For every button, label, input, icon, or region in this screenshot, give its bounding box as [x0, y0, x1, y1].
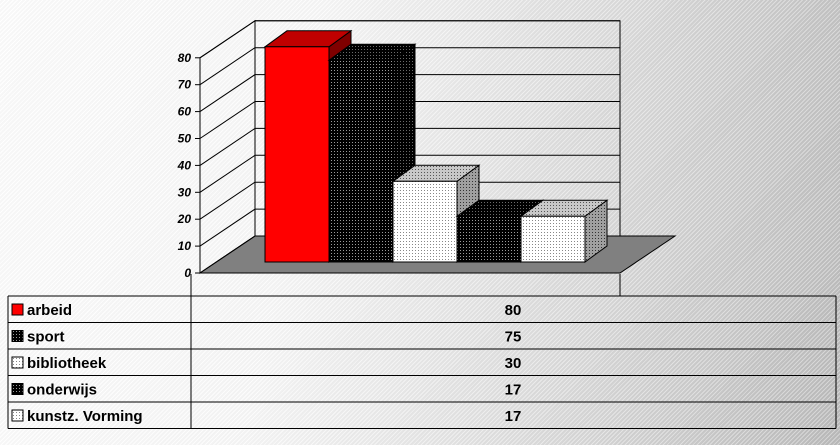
gridline-side — [199, 127, 256, 166]
data-value: 17 — [505, 408, 522, 425]
bar-front — [456, 215, 522, 263]
bar-front — [392, 180, 458, 263]
data-value: 75 — [505, 329, 522, 346]
bar-front — [264, 46, 330, 263]
table-row: kunstz. Vorming 17 — [8, 408, 836, 429]
y-tick-label: 70 — [178, 78, 192, 92]
table-row: onderwijs 17 — [8, 382, 836, 403]
legend-label: bibliotheek — [27, 355, 107, 372]
legend-swatch — [11, 383, 24, 395]
y-tick-label: 10 — [178, 239, 192, 253]
data-value: 30 — [505, 355, 522, 372]
bars — [263, 29, 609, 263]
legend-swatch — [11, 303, 24, 316]
gridline-side — [199, 20, 256, 59]
y-tick-label: 60 — [178, 105, 192, 119]
legend-label: sport — [27, 329, 65, 346]
gridline-side — [199, 154, 256, 193]
data-value: 80 — [505, 302, 522, 319]
y-axis-ticks: 0 10 20 30 40 50 60 70 80 — [177, 51, 200, 280]
gridline-side — [199, 101, 256, 139]
table-row: arbeid 80 — [8, 302, 836, 323]
gridline-side — [199, 181, 256, 220]
legend-label: kunstz. Vorming — [27, 408, 143, 425]
legend-label: onderwijs — [27, 382, 97, 399]
legend-label: arbeid — [27, 302, 72, 319]
y-tick-label: 20 — [177, 212, 192, 226]
legend-swatch — [11, 409, 24, 422]
gridline-side — [199, 208, 256, 247]
gridline-side — [199, 47, 256, 86]
y-tick-label: 80 — [178, 51, 192, 65]
bar-kunstz-vorming — [519, 199, 609, 263]
bar-front — [328, 59, 394, 263]
legend-swatch — [11, 330, 24, 342]
gridline-side — [199, 235, 256, 274]
y-tick-label: 40 — [177, 158, 192, 172]
bar-front — [520, 215, 586, 263]
y-tick-label: 50 — [178, 132, 192, 146]
table-row: sport 75 — [8, 329, 836, 350]
y-tick-label: 0 — [184, 266, 191, 280]
data-value: 17 — [505, 382, 522, 399]
gridline-side — [199, 74, 256, 113]
table-row: bibliotheek 30 — [8, 355, 836, 376]
legend-swatch — [11, 356, 24, 369]
y-tick-label: 30 — [178, 185, 192, 199]
